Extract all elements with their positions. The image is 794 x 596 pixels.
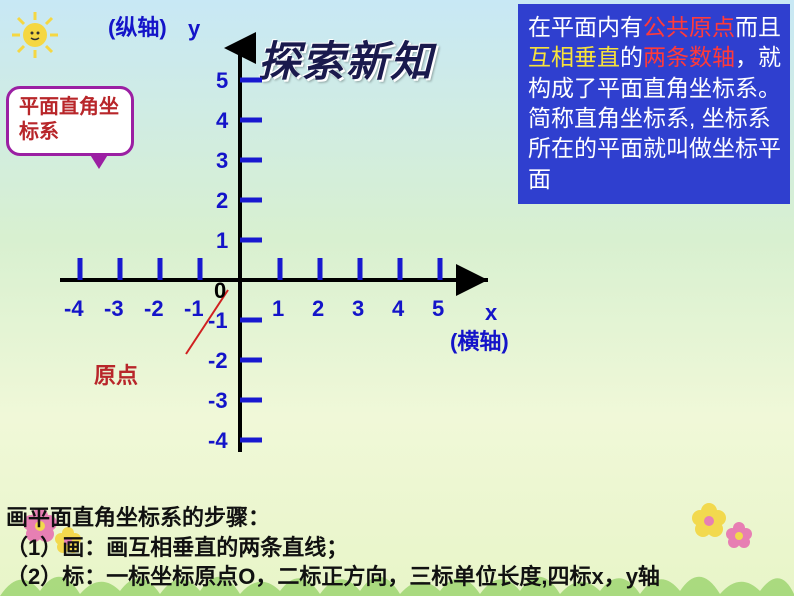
steps-line-2: （1）画：画互相垂直的两条直线； [6,533,788,563]
axes-svg [30,10,550,480]
tick-label: 5 [216,68,228,94]
info-seg-6: 两条数轴 [643,44,735,70]
tick-label: -1 [184,296,204,322]
coordinate-system: (纵轴) y x (横轴) 0 原点 -4-3-2-11234512345-1-… [30,10,550,480]
definition-box: 在平面内有公共原点而且互相垂直的两条数轴，就构成了平面直角坐标系。简称直角坐标系… [518,4,790,204]
tick-label: 2 [312,296,324,322]
origin-text: 原点 [94,358,138,390]
tick-label: 5 [432,296,444,322]
tick-label: -3 [104,296,124,322]
tick-label: 1 [272,296,284,322]
tick-label: 3 [352,296,364,322]
info-seg-5: 的 [620,44,643,70]
steps-text: 画平面直角坐标系的步骤： （1）画：画互相垂直的两条直线； （2）标：一标坐标原… [6,503,788,592]
tick-label: -3 [208,388,228,414]
tick-label: 4 [216,108,228,134]
tick-label: -1 [208,308,228,334]
tick-label: -2 [144,296,164,322]
steps-line-3: （2）标：一标坐标原点O，二标正方向，三标单位长度,四标x，y轴 [6,562,788,592]
y-letter: y [188,16,200,42]
steps-line-1: 画平面直角坐标系的步骤： [6,503,788,533]
tick-label: 3 [216,148,228,174]
tick-label: 4 [392,296,404,322]
x-axis-label: (横轴) [450,330,509,354]
tick-label: 1 [216,228,228,254]
info-seg-2: 公共原点 [643,14,735,40]
info-seg-3: 而且 [735,14,781,40]
tick-label: -4 [64,296,84,322]
x-letter: x [485,300,497,326]
origin-zero: 0 [214,278,226,304]
y-axis-label: (纵轴) [108,10,167,42]
tick-label: -2 [208,348,228,374]
tick-label: -4 [208,428,228,454]
tick-label: 2 [216,188,228,214]
